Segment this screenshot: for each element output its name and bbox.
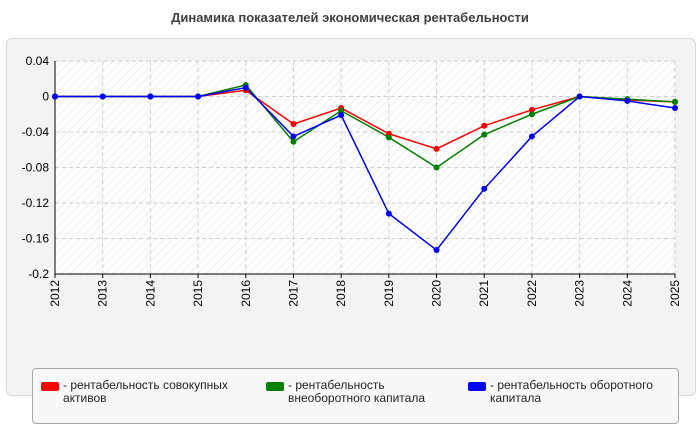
series-1-point — [433, 145, 440, 152]
chart-title: Динамика показателей экономическая рента… — [171, 10, 529, 25]
series-2-point — [433, 164, 440, 171]
series-2-point — [338, 107, 345, 114]
series-2-point — [481, 131, 488, 138]
x-tick-label: 2016 — [239, 280, 253, 307]
y-tick-label: -0.08 — [22, 161, 50, 175]
series-3-point — [147, 93, 154, 100]
legend-label: - рентабельность внеоборотного капитала — [288, 378, 425, 405]
series-3-point — [481, 185, 488, 192]
series-2-point — [528, 111, 535, 118]
series-2-point — [672, 98, 678, 105]
x-tick-label: 2022 — [525, 280, 539, 307]
series-3-point — [385, 210, 392, 217]
y-tick-label: -0.04 — [22, 125, 50, 139]
legend-item: - рентабельность совокупных активов — [41, 379, 241, 405]
chart-panel: 0.04 0 -0.04 -0.08 -0.12 -0.16 -0.2 2012 2013 201… — [6, 38, 696, 424]
legend-swatch — [468, 382, 486, 391]
x-tick-label: 2019 — [382, 280, 396, 307]
series-3-point — [290, 133, 297, 140]
x-tick-label: 2017 — [286, 280, 300, 307]
series-3-point — [528, 133, 535, 140]
y-tick-label: -0.12 — [22, 196, 50, 210]
x-tick-label: 2020 — [430, 280, 444, 307]
legend-swatch — [41, 382, 59, 391]
series-3-point — [672, 105, 678, 112]
series-2-point — [385, 134, 392, 141]
legend-label: - рентабельность совокупных активов — [63, 378, 228, 405]
series-3-point — [624, 97, 631, 104]
x-tick-label: 2012 — [48, 280, 62, 307]
series-3-point — [52, 93, 58, 100]
legend-item: - рентабельность оборотного капитала — [468, 379, 668, 405]
series-1-point — [528, 106, 535, 113]
series-3-point — [99, 93, 106, 100]
x-tick-label: 2013 — [96, 280, 110, 307]
x-tick-label: 2014 — [143, 280, 157, 307]
series-3-point — [242, 84, 249, 91]
legend-swatch — [266, 382, 284, 391]
series-line-3 — [55, 86, 676, 252]
y-tick-label: -0.2 — [28, 267, 49, 281]
series-3-point — [338, 112, 345, 119]
series-1-point — [481, 122, 488, 129]
y-tick-label: 0.04 — [26, 54, 50, 68]
series-3-point — [195, 93, 202, 100]
x-tick-label: 2015 — [191, 280, 205, 307]
series-2-point — [290, 138, 297, 145]
legend-label: - рентабельность оборотного капитала — [490, 378, 653, 405]
series-3-point — [576, 93, 583, 100]
y-tick-label: -0.16 — [22, 232, 50, 246]
series-1-point — [290, 121, 297, 128]
series-3-point — [433, 247, 440, 254]
chart-legend: - рентабельность совокупных активов - рен… — [32, 368, 679, 424]
x-tick-label: 2018 — [334, 280, 348, 307]
y-tick-label: 0 — [42, 90, 49, 104]
x-tick-label: 2021 — [477, 280, 491, 307]
x-tick-label: 2024 — [620, 280, 634, 307]
legend-item: - рентабельность внеоборотного капитала — [266, 379, 466, 405]
x-tick-label: 2025 — [668, 280, 682, 307]
x-tick-label: 2023 — [573, 280, 587, 307]
